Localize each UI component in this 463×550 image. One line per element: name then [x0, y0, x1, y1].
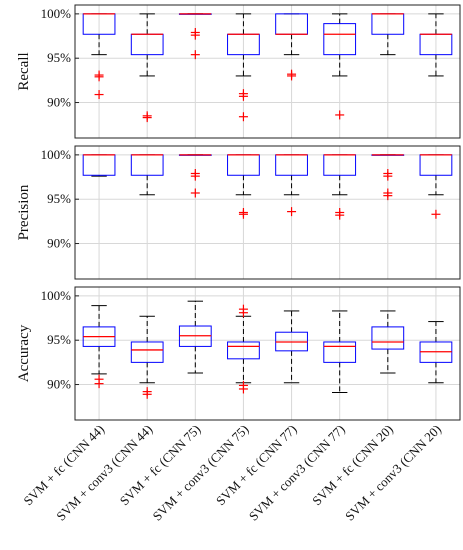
- y-tick-label: 90%: [47, 377, 71, 392]
- outlier-marker: [94, 379, 104, 389]
- y-axis-label: Precision: [16, 184, 32, 240]
- axes-frame: [74, 145, 461, 280]
- outlier-marker: [94, 72, 104, 82]
- panel-accuracy: 90% 95% 100% Accuracy: [16, 286, 461, 421]
- box-4: [227, 304, 260, 394]
- outlier-marker: [238, 209, 248, 219]
- box-iqr: [323, 341, 357, 363]
- box-5: [275, 310, 308, 384]
- box-4: [227, 154, 260, 219]
- y-tick-label: 95%: [47, 191, 71, 206]
- box-1: [82, 154, 116, 177]
- box-6: [323, 13, 357, 120]
- box-2: [130, 154, 164, 196]
- box-iqr: [371, 326, 405, 350]
- box-4: [227, 13, 260, 122]
- box-1: [82, 305, 116, 389]
- y-tick-label: 95%: [47, 50, 71, 65]
- x-tick-label: SVM + fc (CNN 75): [117, 422, 204, 509]
- x-tick-label: SVM + fc (CNN 20): [309, 422, 396, 509]
- box-7: [371, 154, 405, 201]
- box-5: [275, 154, 308, 217]
- axes-frame: [74, 286, 461, 421]
- y-tick-label: 90%: [47, 236, 71, 251]
- outlier-marker: [94, 90, 104, 100]
- box-3: [178, 300, 212, 374]
- x-tick-label: SVM + conv3 (CNN 75): [149, 422, 251, 524]
- box-8: [419, 154, 453, 219]
- box-8: [419, 13, 453, 77]
- y-tick-label: 90%: [47, 95, 71, 110]
- outlier-marker: [190, 188, 200, 198]
- box-8: [419, 321, 453, 384]
- y-tick-label: 100%: [41, 288, 72, 303]
- outlier-marker: [383, 171, 393, 181]
- panel-precision: 90% 95% 100% Precision: [16, 145, 461, 280]
- y-axis-label: Recall: [16, 52, 32, 90]
- box-iqr: [130, 341, 164, 363]
- outlier-marker: [238, 308, 248, 318]
- box-iqr: [323, 23, 357, 56]
- outlier-marker: [190, 171, 200, 181]
- outlier-marker: [238, 112, 248, 122]
- box-7: [371, 310, 405, 374]
- x-tick-label: SVM + fc (CNN 44): [20, 422, 107, 509]
- outlier-marker: [238, 91, 248, 101]
- box-7: [371, 13, 405, 56]
- outlier-marker: [287, 207, 297, 217]
- box-iqr: [227, 341, 260, 360]
- box-3: [178, 13, 212, 60]
- outlier-marker: [238, 384, 248, 394]
- axes-frame: [74, 4, 461, 139]
- panel-recall: 90% 95% 100% Recall: [16, 4, 461, 139]
- box-5: [275, 13, 308, 81]
- x-tick-label: SVM + conv3 (CNN 44): [53, 422, 155, 524]
- outlier-marker: [190, 50, 200, 60]
- box-6: [323, 310, 357, 394]
- y-axis-label: Accuracy: [16, 324, 32, 382]
- outlier-marker: [287, 71, 297, 81]
- outlier-marker: [431, 209, 441, 219]
- outlier-marker: [142, 113, 152, 123]
- box-3: [178, 154, 212, 198]
- y-tick-label: 95%: [47, 332, 71, 347]
- outlier-marker: [335, 210, 345, 220]
- outlier-marker: [190, 30, 200, 40]
- outlier-marker: [383, 191, 393, 201]
- box-1: [82, 13, 116, 100]
- outlier-marker: [142, 389, 152, 399]
- y-tick-label: 100%: [41, 147, 72, 162]
- box-2: [130, 315, 164, 399]
- y-tick-label: 100%: [41, 6, 72, 21]
- x-tick-label: SVM + conv3 (CNN 77): [246, 422, 348, 524]
- x-tick-label: SVM + fc (CNN 77): [213, 422, 300, 509]
- x-tick-label: SVM + conv3 (CNN 20): [342, 422, 444, 524]
- box-6: [323, 154, 357, 220]
- box-2: [130, 13, 164, 123]
- outlier-marker: [335, 110, 345, 120]
